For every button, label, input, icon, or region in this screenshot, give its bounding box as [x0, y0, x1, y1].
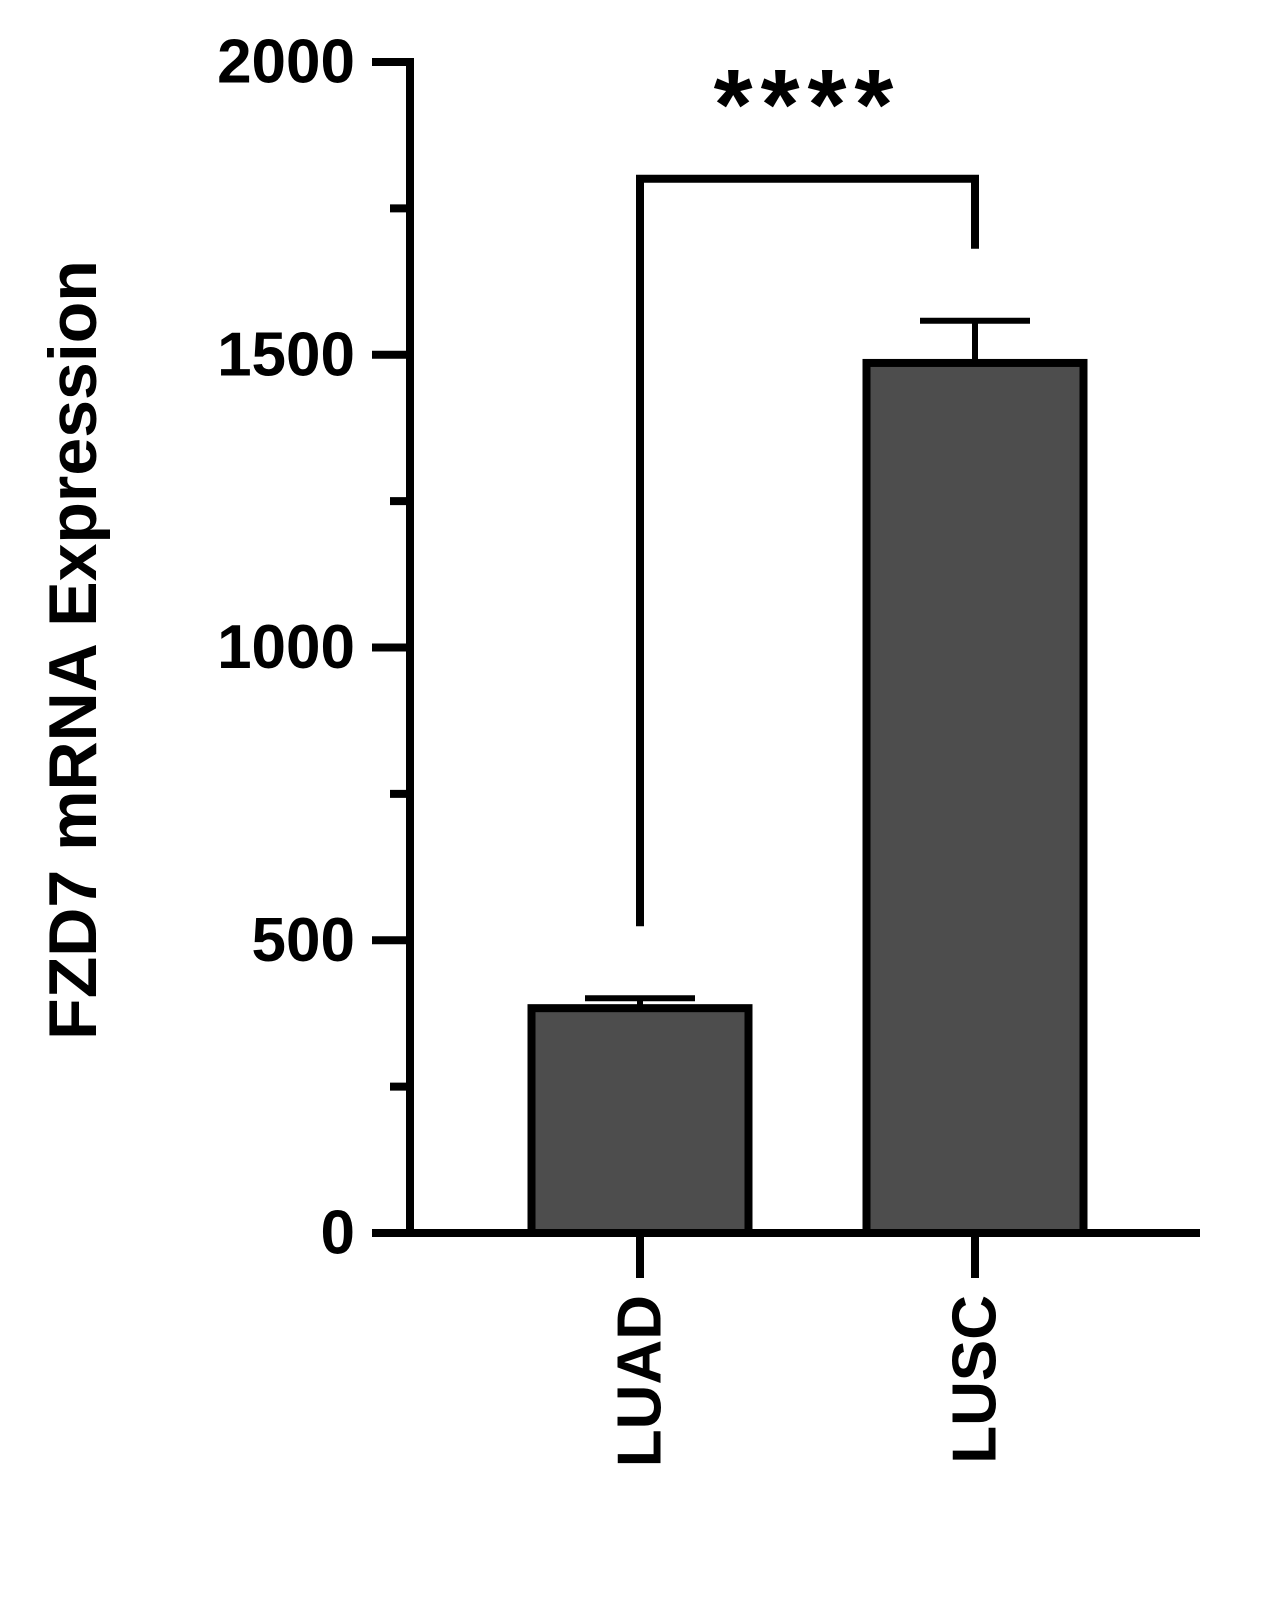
y-tick-label: 2000: [217, 28, 355, 97]
x-tick-label: LUSC: [941, 1295, 1010, 1464]
y-axis-label: FZD7 mRNA Expression: [35, 260, 111, 1040]
significance-bracket: [636, 174, 979, 927]
significance-label: ****: [714, 49, 902, 161]
y-tick-label: 500: [252, 906, 355, 975]
error-bar: [585, 995, 695, 1009]
bar: [527, 1004, 753, 1238]
error-bar: [920, 317, 1030, 363]
y-tick-label: 1500: [217, 320, 355, 389]
bar: [862, 358, 1088, 1237]
x-tick-label: LUAD: [606, 1295, 675, 1467]
y-tick-label: 0: [321, 1199, 355, 1268]
y-tick-label: 1000: [217, 613, 355, 682]
